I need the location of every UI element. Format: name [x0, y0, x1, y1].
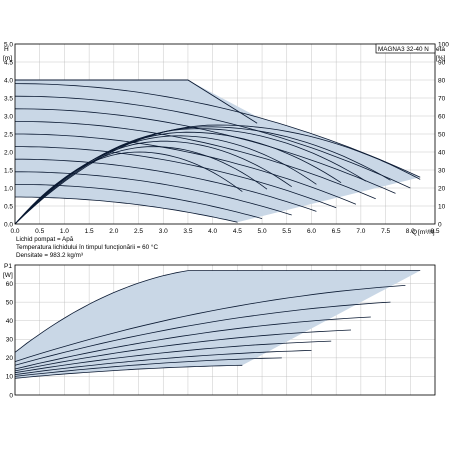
power-curve-5	[14, 329, 352, 372]
top-y2-tick-label: 10	[438, 203, 446, 210]
top-y2-tick-label: 0	[438, 221, 442, 228]
top-y-tick-label: 1.5	[4, 167, 13, 174]
top-x-tick-label: 0.0	[10, 228, 19, 235]
head-curve-2	[14, 95, 411, 189]
top-y2-tick-label: 80	[438, 77, 446, 84]
top-x-unit: [m³/h]	[418, 229, 435, 236]
top-y-tick-label: 5.0	[4, 41, 13, 48]
top-y2-tick-label: 20	[438, 185, 446, 192]
top-x-tick-label: 6.5	[332, 228, 341, 235]
head-curve-8	[15, 171, 292, 216]
power-curve-8	[14, 357, 282, 377]
bottom-y-tick-label: 60	[6, 281, 14, 288]
bottom-y-tick-label: 10	[6, 374, 14, 381]
top-y2-tick-label: 40	[438, 149, 446, 156]
top-operating-area	[15, 80, 421, 223]
head-curve-7	[15, 158, 317, 212]
bottom-y-label: P1	[4, 263, 12, 270]
top-x-tick-label: 2.5	[134, 228, 143, 235]
head-curve-10	[15, 196, 238, 223]
power-curve-4	[14, 316, 371, 370]
top-y-tick-label: 2.0	[4, 149, 13, 156]
density-note: Densitate = 983.2 kg/m³	[16, 252, 84, 259]
head-curve-5	[15, 133, 357, 205]
top-y-tick-label: 0.5	[4, 203, 13, 210]
top-y-tick-label: 3.5	[4, 95, 13, 102]
top-shaded-region	[15, 80, 421, 223]
top-x-tick-label: 4.0	[208, 228, 217, 235]
head-curve-1	[14, 83, 421, 178]
top-plot-frame	[14, 43, 436, 225]
top-y-tick-label: 4.0	[4, 77, 13, 84]
top-curves	[14, 79, 421, 225]
bottom-y-tick-label: 50	[6, 299, 14, 306]
top-x-tick-label: 7.0	[356, 228, 365, 235]
bottom-operating-area	[15, 270, 421, 379]
top-y2-tick-label: 100	[438, 41, 449, 48]
top-x-tick-label: 1.0	[60, 228, 69, 235]
top-y-tick-label: 3.0	[4, 113, 13, 120]
top-y-unit: [m]	[3, 55, 12, 62]
top-x-tick-label: 3.5	[183, 228, 192, 235]
top-y-tick-label: 1.0	[4, 185, 13, 192]
power-curve-0	[14, 270, 188, 353]
power-curve-7	[14, 350, 312, 375]
top-x-label: Q	[412, 229, 417, 236]
bottom-y-tick-label: 40	[6, 318, 14, 325]
top-x-tick-label: 7.5	[381, 228, 390, 235]
top-y2-unit: [%]	[436, 55, 446, 62]
head-curve-4	[15, 121, 376, 200]
top-x-tick-label: 4.5	[233, 228, 242, 235]
top-x-tick-label: 8.0	[406, 228, 415, 235]
power-curve-3	[14, 301, 391, 366]
top-y-tick-label: 0.0	[4, 221, 13, 228]
top-y-tick-label: 2.5	[4, 131, 13, 138]
temperature-note: Temperatura lichidului în timpul funcţio…	[16, 244, 158, 251]
top-x-tick-label: 8.5	[430, 228, 439, 235]
top-y2-tick-label: 60	[438, 113, 446, 120]
bottom-tick-labels: 0 10 20 30 40 50 60	[6, 281, 14, 399]
bottom-shaded-region	[15, 270, 421, 379]
bottom-plot-frame	[14, 264, 436, 396]
top-x-tick-label: 0.5	[35, 228, 44, 235]
efficiency-curve-1	[14, 124, 421, 225]
top-x-tick-label: 3.0	[159, 228, 168, 235]
top-y-tick-label: 4.5	[4, 59, 13, 66]
bottom-y-unit: [W]	[3, 272, 13, 279]
bottom-y-tick-label: 0	[9, 392, 13, 399]
model-label: MAGNA3 32-40 N	[378, 46, 429, 53]
power-curve-2	[14, 285, 406, 362]
model-label-box	[375, 43, 436, 54]
bottom-y-tick-label: 30	[6, 337, 14, 344]
fluid-note: Lichid pompat = Apă	[16, 236, 74, 243]
top-y2-tick-label: 70	[438, 95, 446, 102]
top-x-tick-label: 5.0	[258, 228, 267, 235]
top-y-label: H	[4, 46, 9, 53]
top-x-tick-label: 1.5	[85, 228, 94, 235]
head-curve-3	[14, 108, 396, 194]
top-y2-label: eta	[436, 46, 445, 53]
efficiency-curve-7	[14, 146, 268, 225]
power-curve-9	[14, 364, 243, 379]
bottom-y-tick-label: 20	[6, 355, 14, 362]
top-y2-tick-label: 90	[438, 59, 446, 66]
top-x-tick-label: 6.0	[307, 228, 316, 235]
top-x-tick-label: 5.5	[282, 228, 291, 235]
efficiency-curve-8	[14, 151, 243, 225]
top-x-tick-label: 2.0	[109, 228, 118, 235]
top-y2-tick-label: 30	[438, 167, 446, 174]
power-curve-6	[14, 340, 332, 374]
bottom-curves	[14, 270, 421, 379]
efficiency-curve-2	[14, 126, 391, 225]
head-curve-6	[15, 146, 337, 209]
top-tick-labels: 0.0 0.5 1.0 1.5 2.0 2.5 3.0 3.5 4.0 4.5 5.0 5.5 6.0 6…	[4, 41, 449, 235]
head-curve-max	[15, 79, 258, 124]
top-y2-tick-label: 50	[438, 131, 446, 138]
